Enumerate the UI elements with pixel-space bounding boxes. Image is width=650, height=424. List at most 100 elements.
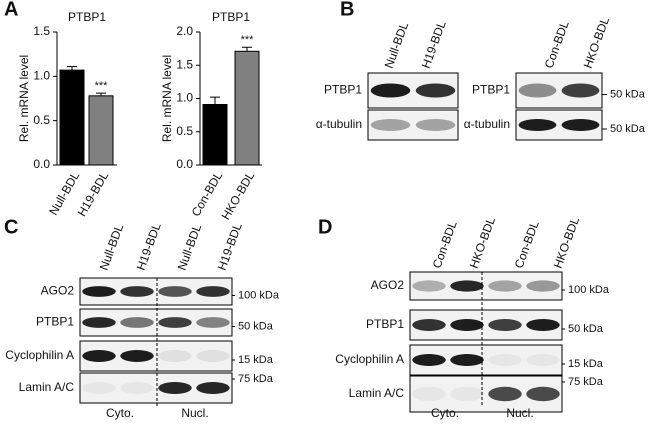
band [82,286,116,297]
band [561,119,600,131]
band [526,280,560,292]
band [412,319,446,331]
chart-title: PTBP1 [68,10,106,24]
fraction-label: Cyto. [431,406,459,420]
bar [234,50,260,166]
band [412,354,446,366]
y-tick-label: 1.0 [176,91,193,105]
marker-label: 100 kDa [568,284,610,296]
row-label: Cyclophilin A [335,352,404,366]
band [120,317,154,328]
significance: *** [95,80,109,92]
marker-label: 100 kDa [238,289,280,301]
row-label: PTBP1 [472,83,510,97]
row-label: Lamin A/C [349,386,405,400]
bar [59,69,85,166]
lane-label: Con-BDL [512,219,542,270]
blot-panel [367,109,459,141]
error-bar [242,46,252,52]
y-tick-label: 0.0 [176,157,193,171]
lane-label: Null-BDL [175,222,205,272]
marker-label: 15 kDa [238,354,274,366]
band [120,350,154,362]
row-label: α-tubulin [464,117,510,131]
significance: *** [241,34,255,46]
band [120,382,154,394]
bar [88,95,114,166]
band [415,119,456,131]
row-label: Cyclophilin A [5,348,74,362]
band [158,350,192,362]
marker-label: 50 kDa [238,320,274,332]
lane-label: HKO-BDL [551,215,583,270]
lane-label: H19-BDL [419,19,449,70]
row-label: α-tubulin [316,117,362,131]
band [82,317,116,328]
lane-label: Con-BDL [542,19,572,70]
band [518,83,557,98]
band [370,119,411,131]
band [82,382,116,394]
row-label: PTBP1 [36,315,74,329]
marker-label: 15 kDa [568,358,604,370]
band [82,350,116,362]
panel-label: A [4,0,18,20]
band [412,280,446,292]
band [526,319,560,331]
band [412,386,446,402]
panel-label: D [318,216,332,238]
band [488,354,522,366]
lane-label: Null-BDL [97,222,127,272]
fraction-label: Nucl. [506,406,533,420]
band [158,382,192,394]
band [196,317,230,328]
lane-label: Null-BDL [382,20,412,70]
lane-label: Con-BDL [430,219,460,270]
lane-label: HKO-BDL [581,15,613,70]
y-tick-label: 0.0 [33,157,50,171]
row-label: Lamin A/C [19,380,75,394]
bar [202,103,228,166]
band [526,386,560,402]
error-bar [210,96,220,105]
band [450,354,484,366]
band [488,386,522,402]
marker-label: 75 kDa [568,376,604,388]
blot-panel [409,271,563,301]
marker-label: 50 kDa [568,323,604,335]
row-label: AGO2 [371,278,405,292]
y-axis-label: Rel. mRNA level [160,55,174,142]
row-label: AGO2 [41,284,75,298]
band [488,319,522,331]
band [488,280,522,292]
band [370,83,411,98]
error-bar [67,66,77,71]
y-tick-label: 0.5 [176,124,193,138]
error-bar [96,92,106,96]
band [120,286,154,297]
band [518,119,557,131]
band [158,286,192,297]
fraction-label: Cyto. [106,406,134,420]
band [415,83,456,98]
y-tick-label: 1.5 [176,57,193,71]
fraction-label: Nucl. [181,406,208,420]
band [158,317,192,328]
lane-label: H19-BDL [134,221,164,272]
y-tick-label: 1.0 [33,69,50,83]
band [561,83,600,98]
marker-label: 50 kDa [610,123,646,135]
band [450,386,484,402]
panel-label: B [340,0,354,20]
row-label: PTBP1 [324,83,362,97]
marker-label: 75 kDa [238,373,274,385]
lane-label: HKO-BDL [467,215,499,270]
lane-label: H19-BDL [215,221,245,272]
band [450,319,484,331]
marker-label: 50 kDa [610,88,646,100]
y-tick-label: 2.0 [176,24,193,38]
band [526,354,560,366]
y-tick-label: 0.5 [33,113,50,127]
y-tick-label: 1.5 [33,24,50,38]
